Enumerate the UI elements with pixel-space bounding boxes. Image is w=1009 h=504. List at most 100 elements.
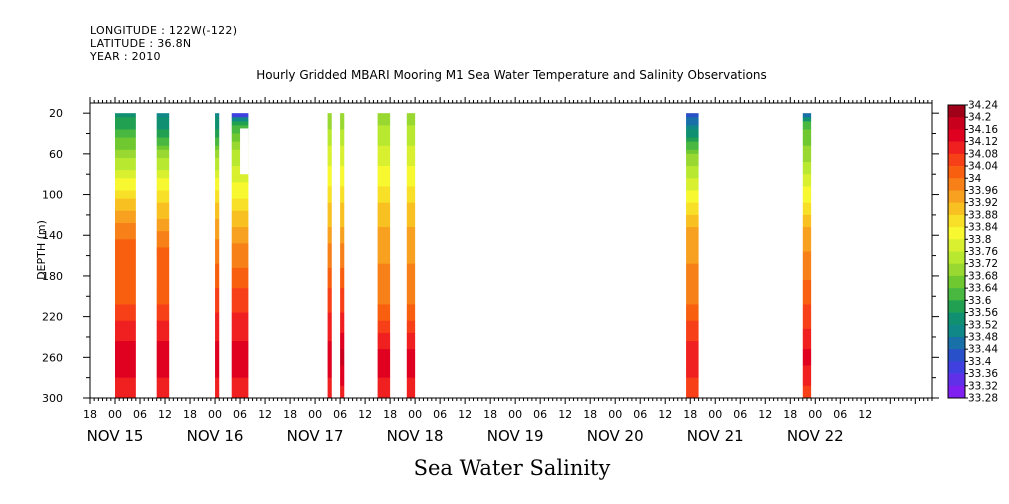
x-tick-label: 06 [333, 408, 347, 421]
salinity-cell [340, 133, 345, 138]
y-tick-label: 220 [42, 311, 63, 324]
salinity-cell [156, 292, 170, 297]
colorbar-swatch [948, 251, 965, 265]
colorbar-label: 33.52 [968, 319, 998, 331]
salinity-cell [156, 284, 170, 289]
salinity-cell [340, 214, 345, 220]
salinity-cell [215, 393, 220, 399]
salinity-cell [327, 206, 332, 212]
salinity-cell [340, 288, 345, 293]
salinity-cell [215, 353, 220, 358]
salinity-cell [340, 178, 345, 183]
salinity-cell [231, 223, 249, 228]
salinity-cell [231, 320, 249, 326]
salinity-cell [115, 186, 136, 191]
colorbar-label: 33.36 [968, 368, 998, 380]
salinity-cell [156, 288, 170, 293]
salinity-cell [156, 210, 170, 216]
salinity-cell [156, 214, 170, 220]
salinity-cell [115, 284, 136, 289]
salinity-cell [327, 113, 332, 118]
salinity-cell [215, 218, 220, 224]
salinity-cell [377, 296, 391, 301]
salinity-cell [802, 162, 812, 167]
salinity-cell [215, 320, 220, 326]
salinity-cell [156, 129, 170, 134]
salinity-cell [377, 247, 391, 252]
salinity-cell [231, 231, 249, 236]
salinity-cell [215, 300, 220, 305]
colorbar-label: 33.88 [968, 209, 998, 221]
salinity-cell [115, 377, 136, 383]
salinity-cell [686, 202, 699, 208]
salinity-cell [686, 145, 699, 151]
salinity-cell [377, 113, 391, 118]
salinity-cell [377, 275, 391, 281]
salinity-cell [406, 267, 416, 273]
colorbar-label: 33.48 [968, 331, 998, 343]
colorbar-label: 33.6 [968, 295, 992, 307]
y-tick-label: 180 [42, 270, 63, 283]
salinity-cell [231, 227, 249, 232]
salinity-cell [406, 341, 416, 346]
salinity-cell [231, 377, 249, 383]
salinity-cell [406, 373, 416, 379]
salinity-cell [327, 296, 332, 301]
x-day-label: NOV 22 [787, 427, 844, 445]
salinity-cell [327, 328, 332, 334]
colorbar-swatch [948, 129, 965, 142]
salinity-cell [231, 214, 249, 220]
salinity-cell [215, 149, 220, 155]
salinity-cell [340, 320, 345, 326]
salinity-cell [802, 288, 812, 293]
salinity-cell [327, 304, 332, 309]
salinity-cell [802, 357, 812, 362]
salinity-cell [802, 345, 812, 350]
salinity-cell [686, 385, 699, 391]
salinity-cell [377, 251, 391, 256]
salinity-cell [327, 149, 332, 155]
salinity-cell [406, 296, 416, 301]
salinity-cell [215, 288, 220, 293]
salinity-cell [686, 129, 699, 134]
salinity-cell [215, 280, 220, 285]
salinity-cell [802, 157, 812, 163]
salinity-cell [115, 271, 136, 277]
salinity-cell [802, 141, 812, 147]
salinity-cell [340, 292, 345, 297]
salinity-cell [406, 385, 416, 391]
colorbar-swatch [948, 117, 965, 130]
salinity-cell [327, 280, 332, 285]
salinity-cell [215, 259, 220, 265]
salinity-cell [115, 202, 136, 208]
salinity-cell [327, 292, 332, 297]
salinity-cell [406, 137, 416, 143]
salinity-cell [156, 300, 170, 305]
salinity-cell [406, 141, 416, 147]
salinity-cell [215, 145, 220, 151]
salinity-cell [115, 121, 136, 126]
salinity-cell [215, 336, 220, 342]
colorbar-label: 33.44 [968, 344, 998, 356]
salinity-cell [802, 255, 812, 261]
salinity-cell [215, 361, 220, 366]
salinity-cell [377, 227, 391, 232]
salinity-cell [215, 328, 220, 334]
axes: 18 00 06 12 18 00 06 12 18 00 06 12 18 00 06 12 18 00 06 12… [42, 97, 939, 445]
x-tick-label: 18 [183, 408, 197, 421]
salinity-cell [327, 174, 332, 179]
salinity-cell [215, 292, 220, 297]
x-day-label: NOV 21 [687, 427, 744, 445]
salinity-cell [802, 308, 812, 313]
salinity-cell [327, 345, 332, 350]
salinity-cell [406, 162, 416, 167]
x-tick-label: 00 [708, 408, 722, 421]
salinity-cell [115, 275, 136, 281]
salinity-cell [802, 137, 812, 143]
salinity-cell [686, 113, 699, 118]
salinity-cell [802, 129, 812, 134]
salinity-cell [156, 251, 170, 256]
salinity-cell [340, 149, 345, 155]
salinity-cell [340, 218, 345, 224]
salinity-cell [327, 336, 332, 342]
